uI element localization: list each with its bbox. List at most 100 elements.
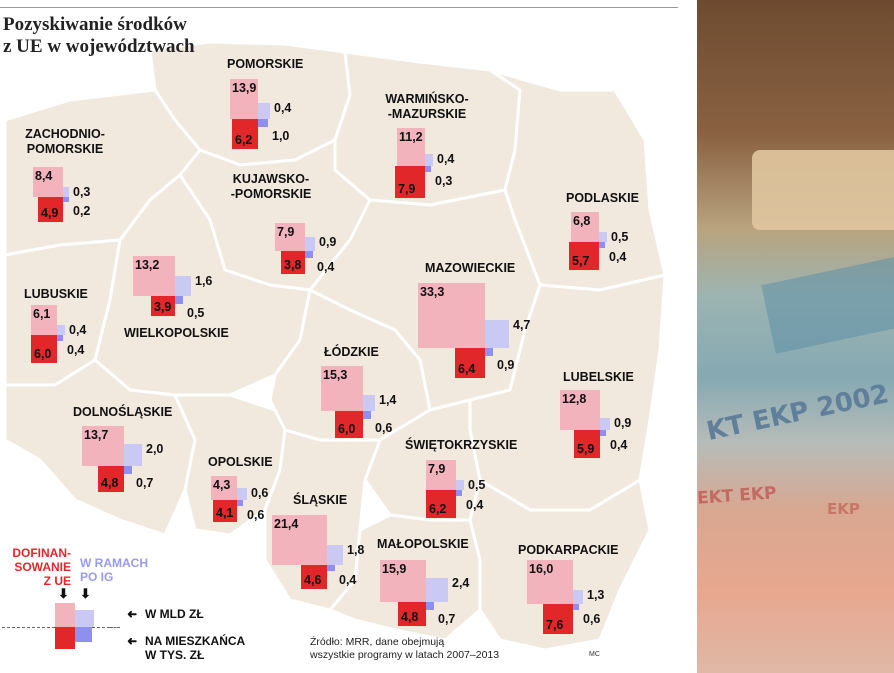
eu-percapita-box-slaskie — [301, 565, 327, 589]
region-label-podlaskie: PODLASKIE — [566, 191, 639, 205]
eu-bln-value-zachodnio: 8,4 — [35, 169, 53, 183]
region-label-swietokrzyskie: ŚWIĘTOKRZYSKIE — [405, 438, 518, 452]
eu-bln-box-pomorskie — [230, 79, 258, 119]
eu-percapita-box-warminsko — [395, 166, 425, 198]
legend-eu-label: DOFINAN- SOWANIE Z UE — [12, 546, 71, 588]
top-rule — [0, 7, 678, 8]
photo-text-3: EKP — [827, 500, 860, 518]
eu-percapita-box-podlaskie — [569, 242, 599, 270]
eu-percapita-box-lodzkie — [335, 411, 363, 438]
eu-bln-box-slaskie — [272, 515, 327, 565]
eu-bln-value-podkarpackie: 16,0 — [529, 562, 554, 576]
eu-percapita-box-lubuskie — [31, 335, 57, 363]
ig-bln-box-opolskie — [237, 488, 247, 500]
eu-percapita-value-swietokrzyskie: 6,2 — [429, 502, 447, 516]
ig-percapita-box-podlaskie — [599, 242, 605, 248]
region-warminsko — [333, 50, 522, 207]
ig-bln-value-malopolskie: 2,4 — [452, 576, 470, 590]
ig-percapita-box-malopolskie — [426, 602, 434, 610]
ig-bln-value-zachodnio: 0,3 — [73, 185, 91, 199]
eu-percapita-value-warminsko: 7,9 — [398, 182, 416, 196]
ig-bln-value-pomorskie: 0,4 — [274, 101, 292, 115]
eu-percapita-box-podkarpackie — [543, 604, 573, 634]
photo-text-1: KT EKP 2002 — [703, 379, 892, 447]
eu-percapita-value-lubelskie: 5,9 — [577, 442, 595, 456]
ig-bln-value-lodzkie: 1,4 — [379, 393, 397, 407]
ig-bln-box-pomorskie — [258, 103, 270, 119]
eu-percapita-box-opolskie — [213, 500, 237, 522]
ig-percapita-box-lubuskie — [57, 335, 63, 341]
ig-percapita-value-lubelskie: 0,4 — [610, 438, 628, 452]
ig-bln-box-kujawsko — [305, 237, 315, 251]
ig-percapita-box-zachodnio — [63, 197, 69, 202]
eu-bln-value-lubelskie: 12,8 — [562, 392, 587, 406]
eu-percapita-value-kujawsko: 3,8 — [284, 258, 302, 272]
ig-bln-value-lubelskie: 0,9 — [614, 416, 632, 430]
eu-bln-value-lodzkie: 15,3 — [323, 368, 348, 382]
eu-percapita-value-pomorskie: 6,2 — [235, 133, 253, 147]
region-label-mazowieckie: MAZOWIECKIE — [425, 261, 516, 275]
legend-arrow-lower-icon: ➜ — [127, 634, 138, 648]
eu-bln-box-kujawsko — [275, 223, 305, 251]
eu-bln-value-opolskie: 4,3 — [213, 478, 231, 492]
ig-bln-box-wielkopolskie — [175, 276, 191, 296]
ig-bln-box-mazowieckie — [485, 320, 509, 348]
region-label-wielkopolskie: WIELKOPOLSKIE — [124, 326, 229, 340]
ig-percapita-value-dolnoslaskie: 0,7 — [136, 476, 154, 490]
region-label-lodzkie: ŁÓDZKIE — [324, 345, 379, 359]
eu-percapita-box-pomorskie — [232, 119, 258, 149]
ig-bln-box-slaskie — [327, 545, 343, 565]
legend-ig-percapita-swatch — [75, 627, 92, 642]
ig-bln-value-kujawsko: 0,9 — [319, 235, 337, 249]
ig-percapita-value-pomorskie: 1,0 — [272, 129, 290, 143]
ig-percapita-box-opolskie — [237, 500, 243, 506]
ig-percapita-value-lubuskie: 0,4 — [67, 343, 85, 357]
eu-percapita-value-dolnoslaskie: 4,8 — [101, 476, 119, 490]
ig-bln-box-warminsko — [425, 154, 433, 166]
ig-bln-box-podkarpackie — [573, 590, 583, 604]
legend-lower-text: NA MIESZKAŃCA W TYS. ZŁ — [145, 634, 246, 662]
eu-percapita-value-opolskie: 4,1 — [216, 506, 234, 520]
eu-bln-value-malopolskie: 15,9 — [382, 562, 407, 576]
region-label-lubuskie: LUBUSKIE — [24, 287, 88, 301]
map-title: Pozyskiwanie środków z UE w województwac… — [3, 14, 195, 57]
eu-bln-value-warminsko: 11,2 — [399, 130, 423, 144]
banknote-photo: KT EKP 2002 EKT EKP EKP — [697, 0, 894, 673]
ig-percapita-box-mazowieckie — [485, 348, 493, 356]
region-label-opolskie: OPOLSKIE — [208, 455, 273, 469]
ig-percapita-value-warminsko: 0,3 — [435, 174, 453, 188]
region-label-lubelskie: LUBELSKIE — [563, 370, 634, 384]
eu-bln-value-swietokrzyskie: 7,9 — [428, 462, 446, 476]
ig-percapita-value-podlaskie: 0,4 — [609, 250, 627, 264]
ig-percapita-box-pomorskie — [258, 119, 268, 127]
eu-bln-value-wielkopolskie: 13,2 — [135, 258, 160, 272]
eu-percapita-value-lubuskie: 6,0 — [34, 347, 52, 361]
ig-percapita-box-podkarpackie — [573, 604, 579, 610]
eu-bln-box-wielkopolskie — [133, 256, 175, 296]
eu-bln-box-lubelskie — [560, 390, 600, 430]
eu-bln-box-lodzkie — [321, 366, 363, 411]
eu-bln-value-podlaskie: 6,8 — [573, 214, 591, 228]
eu-percapita-box-swietokrzyskie — [426, 490, 456, 518]
ig-percapita-value-kujawsko: 0,4 — [317, 260, 335, 274]
voivodeship-map — [3, 40, 667, 652]
eu-percapita-value-slaskie: 4,6 — [304, 573, 322, 587]
eu-percapita-value-podkarpackie: 7,6 — [546, 618, 564, 632]
ig-percapita-value-opolskie: 0,6 — [247, 508, 265, 522]
ig-bln-box-swietokrzyskie — [456, 480, 464, 490]
eu-percapita-box-mazowieckie — [455, 348, 485, 378]
legend-baseline-short — [110, 627, 120, 628]
eu-percapita-box-malopolskie — [398, 602, 426, 626]
ig-bln-value-wielkopolskie: 1,6 — [195, 274, 213, 288]
legend-ig-label: W RAMACH PO IG — [80, 556, 148, 584]
eu-bln-box-mazowieckie — [418, 283, 485, 348]
eu-bln-box-swietokrzyskie — [426, 460, 456, 490]
eu-percapita-value-podlaskie: 5,7 — [572, 254, 590, 268]
photo-text-2: EKT EKP — [697, 483, 778, 509]
eu-percapita-box-wielkopolskie — [151, 296, 175, 316]
legend-upper-text: W MLD ZŁ — [145, 607, 204, 621]
eu-percapita-value-mazowieckie: 6,4 — [458, 362, 476, 376]
photo-note-highlight — [752, 150, 894, 230]
legend-ig-bln-swatch — [75, 610, 94, 627]
eu-bln-box-podkarpackie — [527, 560, 573, 604]
